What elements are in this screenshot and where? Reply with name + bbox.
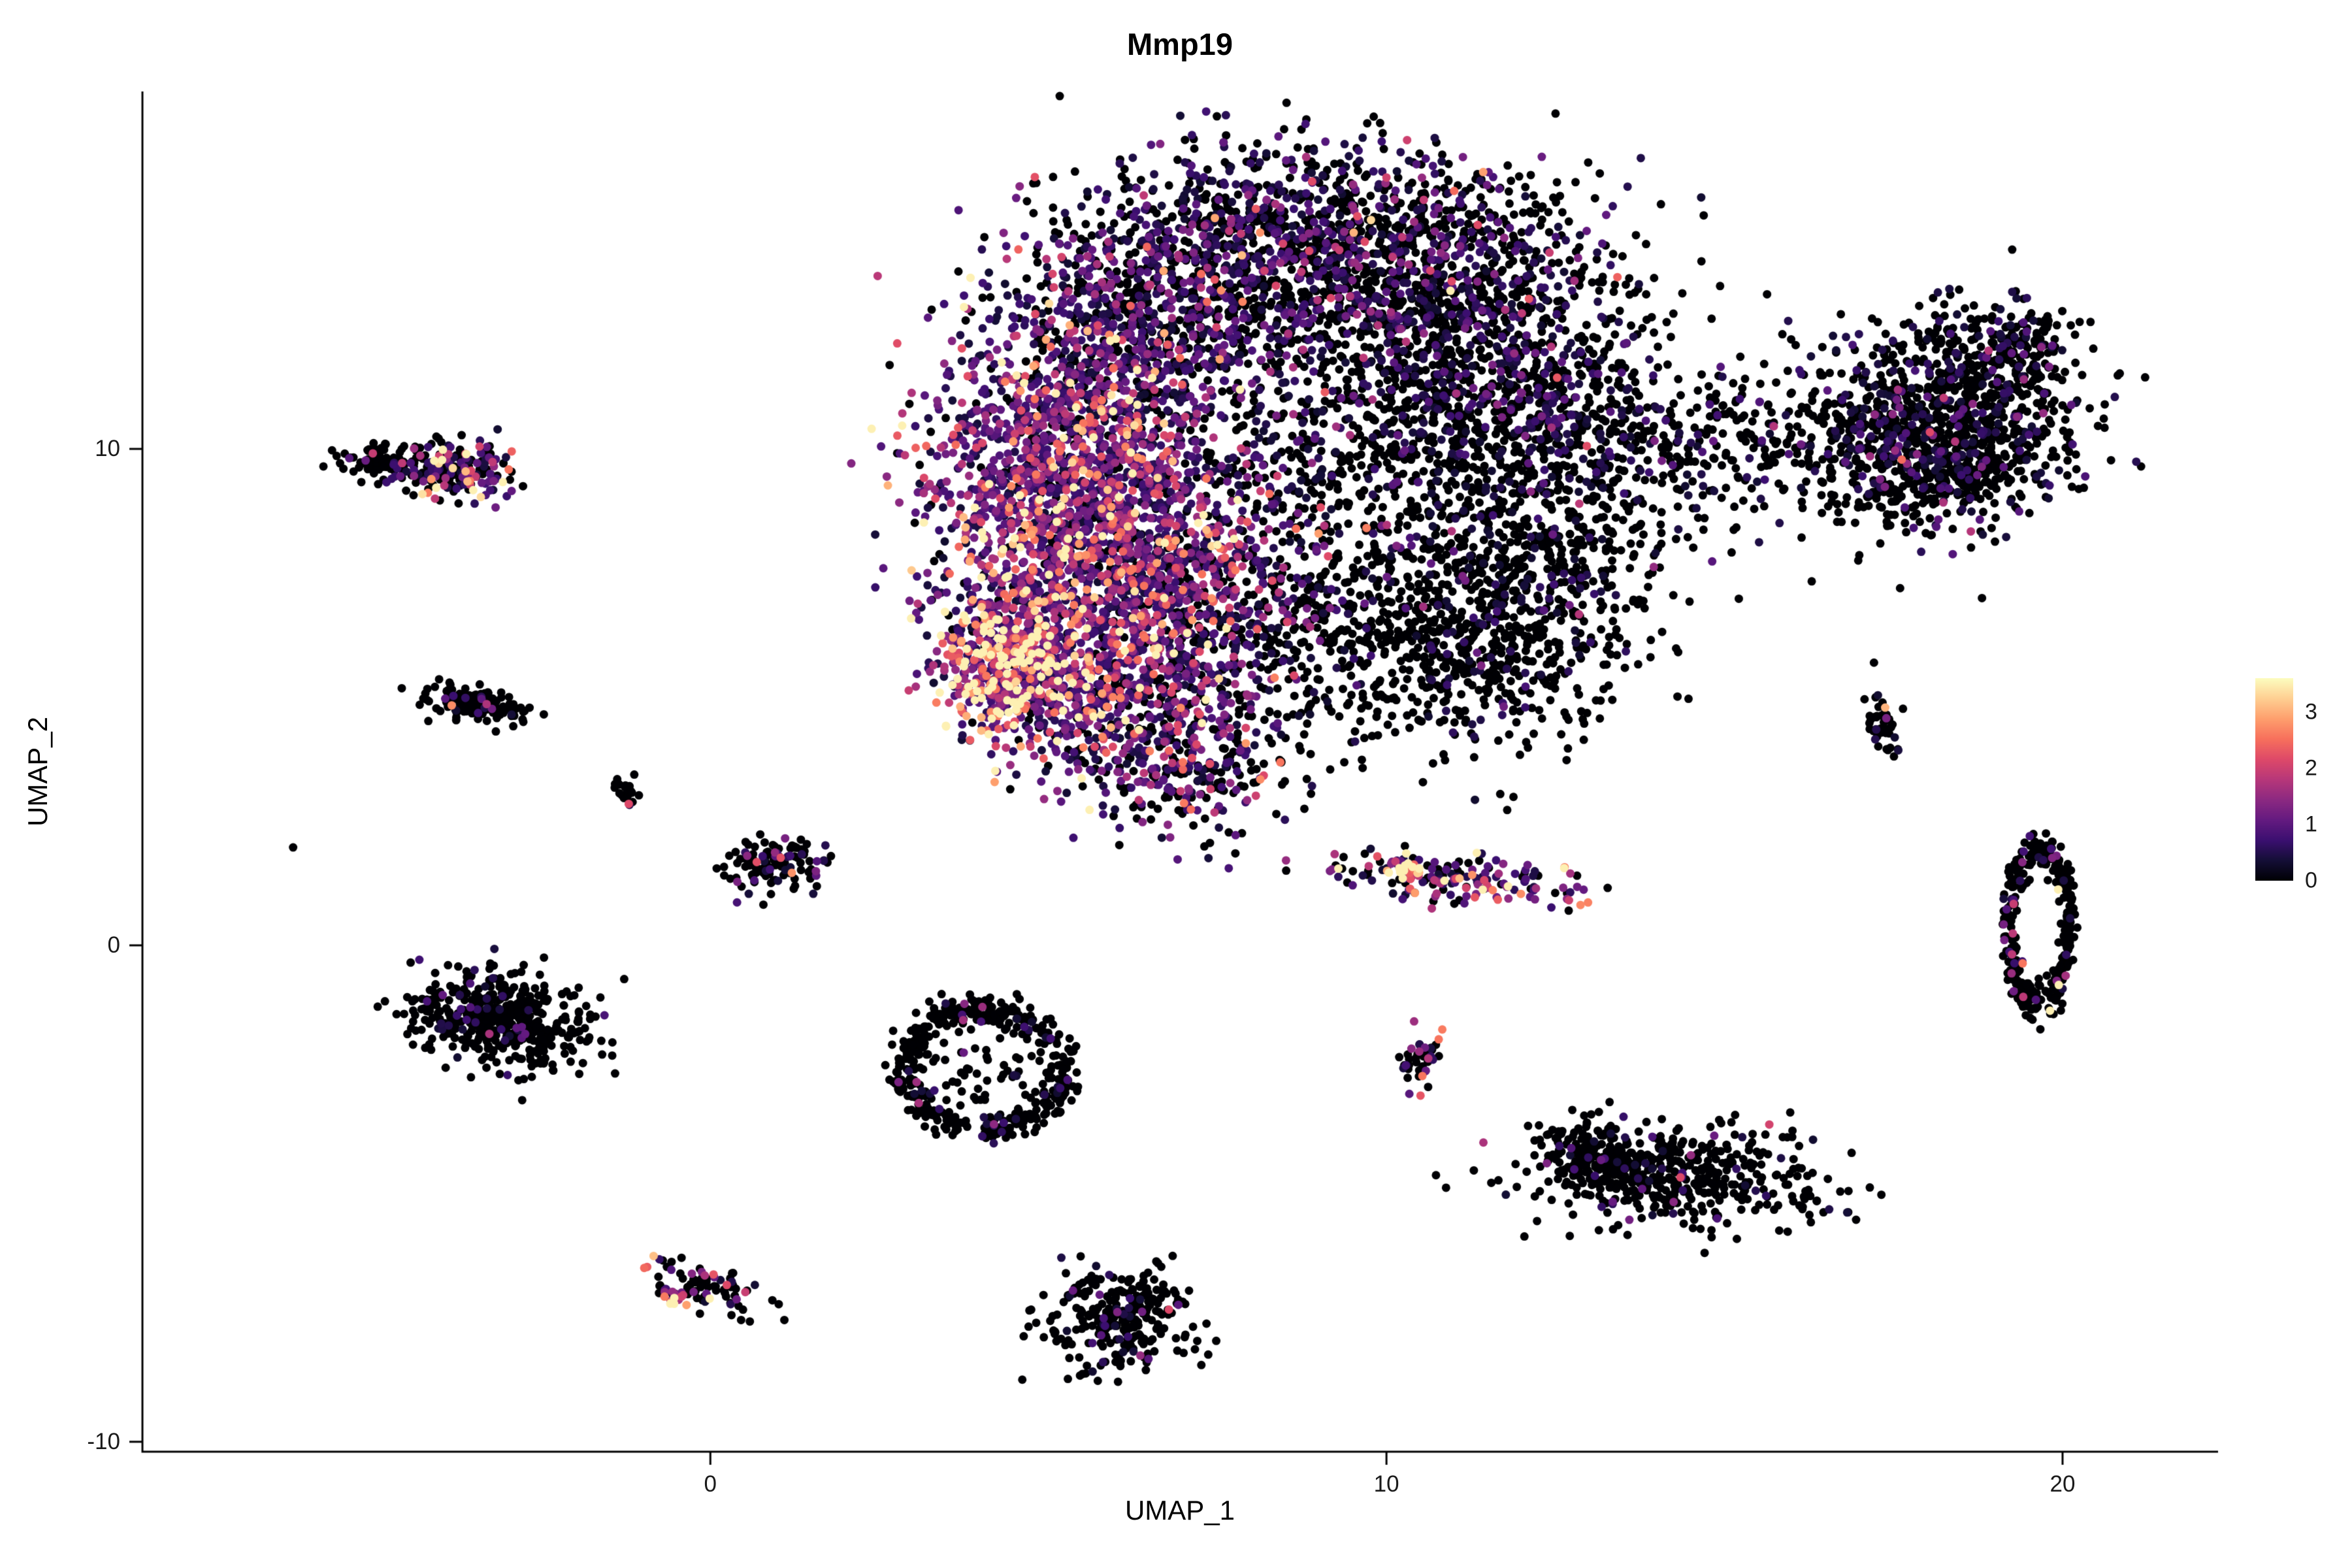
colorbar-tick-label: 0: [2305, 868, 2317, 893]
chart-title: Mmp19: [1127, 27, 1233, 61]
y-tick-label: 0: [107, 932, 120, 958]
x-tick-label: 0: [704, 1471, 717, 1497]
y-tick-label: 10: [95, 436, 120, 462]
x-tick-label: 10: [1373, 1471, 1399, 1497]
y-tick-label: -10: [87, 1428, 120, 1454]
colorbar-tick-label: 2: [2305, 755, 2317, 781]
x-axis-label: UMAP_1: [1124, 1495, 1235, 1526]
colorbar-gradient: [2255, 678, 2293, 881]
colorbar-tick-label: 3: [2305, 699, 2317, 725]
colorbar-tick-label: 1: [2305, 811, 2317, 837]
x-tick-label: 20: [2050, 1471, 2076, 1497]
y-axis-label: UMAP_2: [22, 716, 53, 827]
